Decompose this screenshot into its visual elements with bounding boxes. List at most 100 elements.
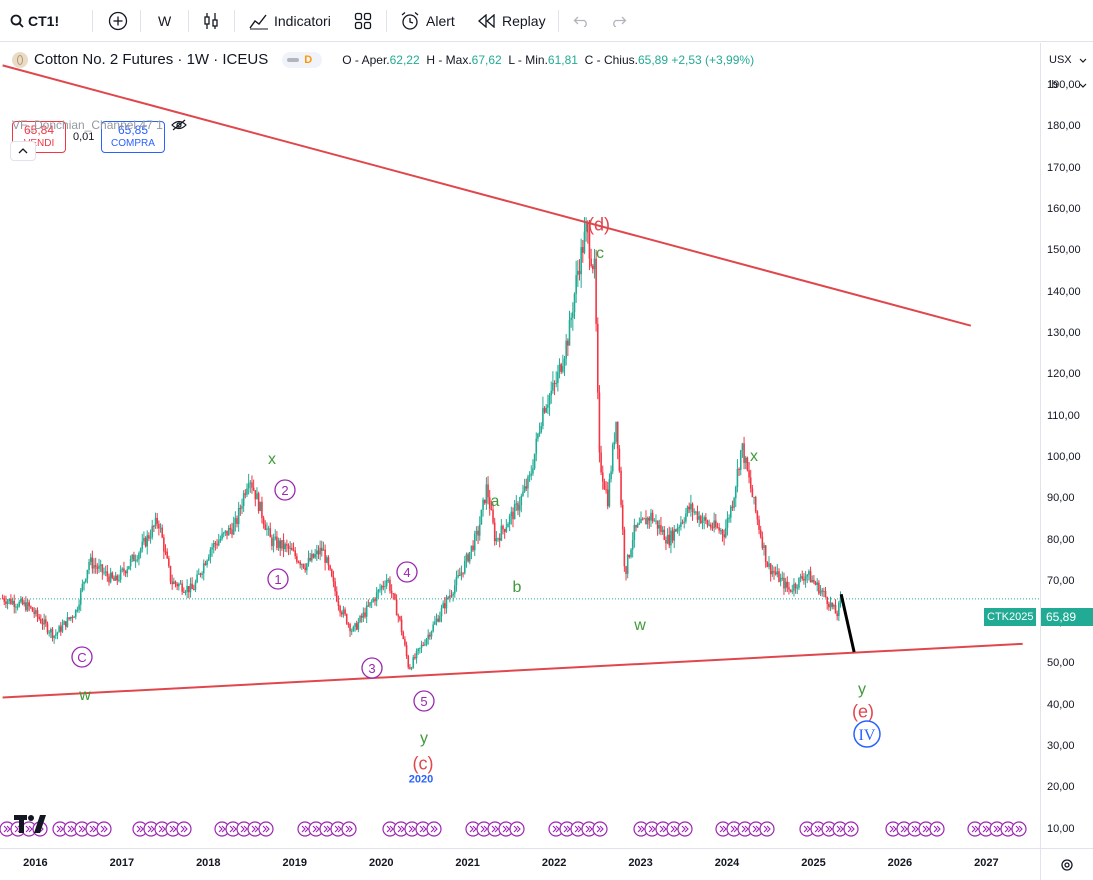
candle-body <box>683 521 686 523</box>
time-tick: 2021 <box>455 857 480 869</box>
wave-label-c-paren: (c) <box>413 754 434 774</box>
interval-button[interactable]: W <box>158 0 171 42</box>
chart-type-button[interactable] <box>202 0 220 42</box>
indicators-button[interactable]: Indicatori <box>249 0 331 42</box>
price-tick: 130,00 <box>1047 326 1081 339</box>
eye-hidden-icon[interactable] <box>170 119 187 131</box>
event-arrow-icon <box>386 825 394 833</box>
candle-body <box>838 602 840 617</box>
candle-body <box>834 604 837 614</box>
undo-button[interactable] <box>573 0 589 42</box>
candle-body <box>207 556 210 561</box>
price-scale[interactable]: USX lb 190,00 180,00 170,00 160,00 150,00 140… <box>1040 43 1093 848</box>
alert-button[interactable]: Alert <box>400 0 455 42</box>
candle-body <box>643 518 646 520</box>
candle-body <box>809 571 812 583</box>
candle-body <box>473 533 476 551</box>
candle-body <box>146 535 149 547</box>
candle-body <box>577 270 579 276</box>
candle-body <box>575 275 577 294</box>
buy-button[interactable]: 65,85 COMPRA <box>101 121 165 153</box>
candle-body <box>357 621 360 630</box>
collapse-legend-button[interactable] <box>10 141 36 161</box>
candle-body <box>382 585 385 587</box>
candle-body <box>606 489 609 507</box>
candle-body <box>508 516 511 525</box>
open-value: 62,22 <box>389 52 420 67</box>
candle-body <box>776 571 779 575</box>
event-arrow-icon <box>100 825 108 833</box>
candle-body <box>171 581 173 584</box>
candle-body <box>739 450 742 470</box>
event-arrow-icon <box>889 825 897 833</box>
chart-pane[interactable]: (d) c x a b w x w y y (c) (e) 2020 2 1 4 3 5 C IV Cotton No… <box>0 43 1040 848</box>
event-arrow-icon <box>240 825 248 833</box>
candle-body <box>191 583 193 590</box>
candle-body <box>713 520 715 529</box>
candle-body <box>681 522 684 524</box>
price-chart[interactable]: (d) c x a b w x w y y (c) (e) 2020 2 1 4 3 5 C IV <box>0 43 1040 848</box>
delayed-badge: D <box>304 53 313 66</box>
compare-add-button[interactable] <box>108 0 128 42</box>
candle-body <box>325 557 328 563</box>
candle-body <box>21 599 24 605</box>
candle-body <box>458 575 461 577</box>
candle-body <box>216 544 218 546</box>
candle-body <box>505 527 508 532</box>
candle-body <box>460 572 463 576</box>
candle-body <box>417 648 420 651</box>
candle-body <box>354 623 356 627</box>
candle-body <box>678 526 681 529</box>
candle-body <box>816 582 819 585</box>
currency-select[interactable]: USX <box>1045 50 1091 70</box>
candle-body <box>316 550 318 555</box>
event-arrow-icon <box>836 825 844 833</box>
candle-body <box>181 583 183 592</box>
market-status[interactable]: D <box>282 51 323 68</box>
candle-body <box>414 657 416 659</box>
indicator-legend[interactable]: VF_Donchian_Channel 47 1 <box>12 118 187 132</box>
candle-body <box>598 392 601 453</box>
candle-body <box>650 512 652 521</box>
replay-label: Replay <box>502 13 546 29</box>
candle-body <box>397 615 400 617</box>
event-arrow-icon <box>262 825 270 833</box>
candle-body <box>109 572 112 583</box>
close-label: C - Chius. <box>584 52 638 67</box>
layout-button[interactable] <box>354 0 372 42</box>
candle-body <box>818 582 820 594</box>
candle-body <box>202 563 205 574</box>
event-arrow-icon <box>648 825 656 833</box>
candle-body <box>395 599 398 616</box>
wave-label-4: 4 <box>403 565 410 580</box>
wave-label-y: y <box>858 681 866 698</box>
candle-body <box>498 538 501 541</box>
gear-icon[interactable] <box>1059 857 1075 873</box>
event-arrow-icon <box>803 825 811 833</box>
search-icon <box>10 14 24 28</box>
unit-select[interactable]: lb <box>1045 75 1091 95</box>
candle-body <box>384 586 386 588</box>
candle-body <box>480 509 483 525</box>
time-scale[interactable]: 2016 2017 2018 2019 2020 2021 2022 2023 2024 2025… <box>0 848 1040 880</box>
candle-body <box>387 579 390 581</box>
candle-body <box>608 479 611 507</box>
candle-body <box>425 639 428 645</box>
tradingview-logo[interactable] <box>14 815 46 840</box>
wave-label-C-circle <box>71 646 93 668</box>
candle-body <box>593 258 596 270</box>
candle-body <box>166 551 168 559</box>
candle-body <box>788 587 790 590</box>
chart-settings-corner[interactable] <box>1040 848 1093 880</box>
candle-body <box>824 591 827 598</box>
candle-body <box>360 616 363 618</box>
candle-body <box>108 576 110 583</box>
redo-button[interactable] <box>611 0 627 42</box>
replay-button[interactable]: Replay <box>478 0 546 42</box>
candle-body <box>700 516 702 524</box>
sell-button[interactable]: 65,84 VENDI <box>12 121 66 153</box>
symbol-title[interactable]: Cotton No. 2 Futures · 1W · ICEUS <box>34 51 269 68</box>
symbol-search[interactable]: CT1! <box>10 0 59 42</box>
candle-body <box>128 566 130 570</box>
candle-body <box>823 591 825 593</box>
